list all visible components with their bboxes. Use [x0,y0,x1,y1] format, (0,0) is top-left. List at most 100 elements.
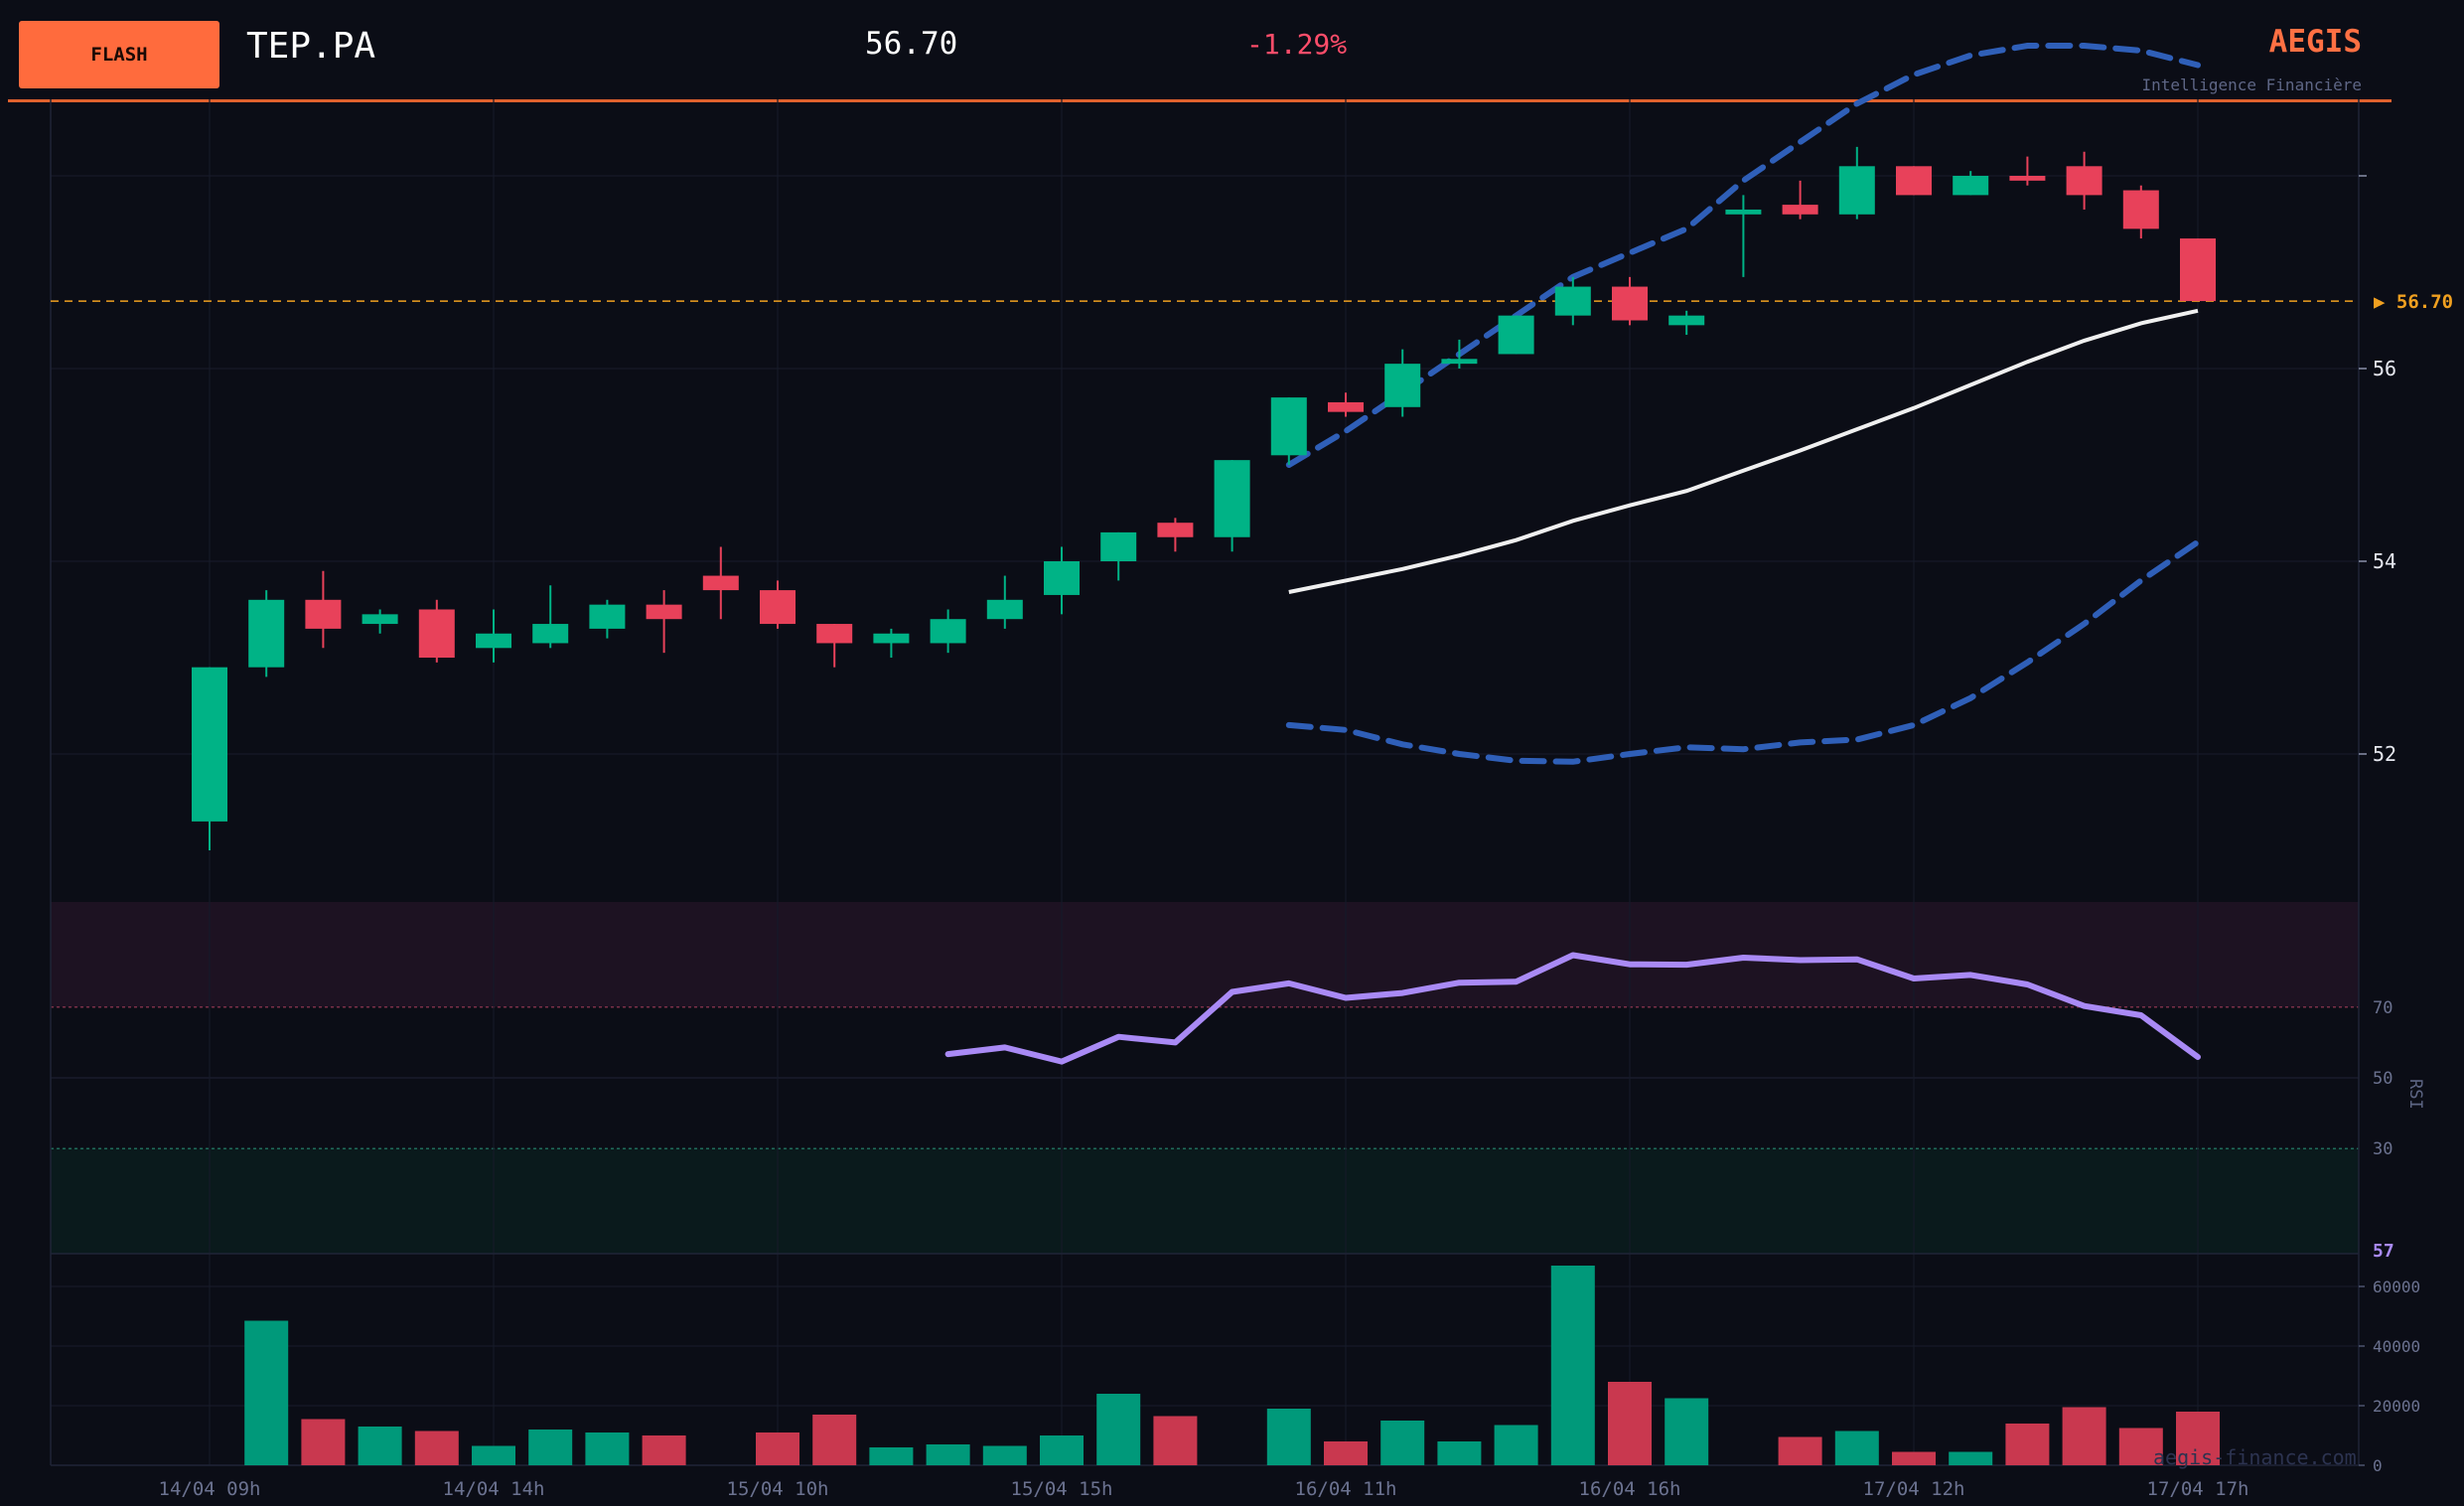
volume-bar [2062,1407,2106,1465]
volume-bar [756,1432,799,1465]
volume-bar [869,1447,914,1465]
time-axis-label: 16/04 16h [1579,1478,1681,1500]
volume-bar [358,1427,402,1465]
candle [1498,315,1534,355]
volume-bar [585,1432,630,1465]
candle [1044,546,1080,615]
time-axis-label: 17/04 12h [1863,1478,1965,1500]
rsi-oversold-zone [51,1148,2359,1254]
candle-body-up [1668,315,1705,326]
volume-bar [2118,1428,2163,1465]
bollinger-upper-band [1285,43,2201,468]
candle-body-up [362,614,398,625]
last-price: 56.70 [865,26,958,62]
candle [362,609,398,634]
candle-body-down [2066,166,2102,196]
price-change-percent: -1.29% [1246,28,1348,61]
volume-bar [1437,1441,1482,1465]
candle [1441,339,1478,369]
volume-bar [1040,1435,1084,1465]
candle-body-down [646,604,682,620]
candle-body-up [1100,531,1137,561]
candle-body-down [418,609,455,658]
volume-bar [982,1445,1027,1465]
ticker-symbol: TEP.PA [246,26,376,67]
candle [532,585,569,649]
volume-tick-label: 0 [2373,1456,2383,1475]
candle-body-down [2122,190,2159,229]
candle-body-up [589,604,626,629]
candle-body-up [986,599,1023,620]
rsi-tick-label: 50 [2373,1069,2392,1089]
candle [1896,166,1932,196]
candle [816,624,853,668]
candle-body-down [2180,238,2216,302]
volume-bar [414,1431,459,1465]
candle-body-up [1554,286,1591,316]
candle [589,599,626,639]
candle [646,590,682,654]
volume-bar [1550,1266,1595,1465]
candle [2180,238,2216,302]
candle-body-down [702,575,739,591]
volume-bar [301,1419,346,1465]
flash-badge: FLASH [19,21,219,88]
candle [418,599,455,663]
time-axis-label: 14/04 09h [159,1478,261,1500]
time-axis-label: 15/04 15h [1011,1478,1113,1500]
candle [1100,531,1137,581]
candle [248,590,285,678]
candle [2122,185,2159,239]
candle [2009,156,2046,186]
candle-body-down [816,624,853,644]
candle-body-up [248,599,285,668]
candle [1953,171,1989,196]
price-tick-label: 56 [2373,357,2396,380]
price-tick-label: 54 [2373,549,2396,573]
candle [1612,276,1648,326]
candle-body-up [1953,176,1989,196]
candle-body-down [305,599,342,629]
candle [1328,392,1364,417]
rsi-axis-label: RSI [2405,1079,2425,1110]
volume-bar [642,1435,686,1465]
header-divider [8,99,2392,102]
volume-bar [1892,1451,1936,1465]
candle [476,609,511,663]
header-bar: FLASH TEP.PA 56.70 -1.29% AEGIS Intellig… [0,0,2464,102]
candle-body-up [1498,315,1534,355]
time-axis-label: 16/04 11h [1295,1478,1397,1500]
volume-bar [1608,1382,1652,1465]
bollinger-lower-band [1285,538,2201,765]
brand-logo: AEGIS [2268,24,2362,60]
candle-body-up [1725,209,1762,215]
time-axis-label: 17/04 17h [2147,1478,2249,1500]
candle [702,546,739,620]
candle-body-down [1612,286,1648,321]
rsi-tick-label: 30 [2373,1139,2392,1159]
candle [1157,518,1194,552]
candle-body-up [1838,166,1875,215]
price-tick-label: 52 [2373,742,2396,766]
candle [1554,276,1591,326]
candle-body-up [1214,460,1250,537]
volume-bar [1266,1409,1311,1465]
candle-body-up [873,633,910,644]
volume-tick-label: 20000 [2373,1397,2420,1416]
last-price-label: ▶ 56.70 [2374,291,2453,313]
candle-body-up [1384,364,1421,407]
volume-bar [1949,1451,1993,1465]
rsi-overbought-zone [51,902,2359,1007]
candle [1384,349,1421,417]
sma-line [1288,308,2199,594]
rsi-line [944,952,2201,1065]
volume-bar [244,1320,289,1465]
candle [192,667,227,850]
candle-body-up [476,633,511,649]
candle [760,580,796,629]
volume-bar [472,1445,515,1465]
candle [1838,146,1875,220]
candle [2066,151,2102,210]
volume-tick-label: 60000 [2373,1278,2420,1296]
